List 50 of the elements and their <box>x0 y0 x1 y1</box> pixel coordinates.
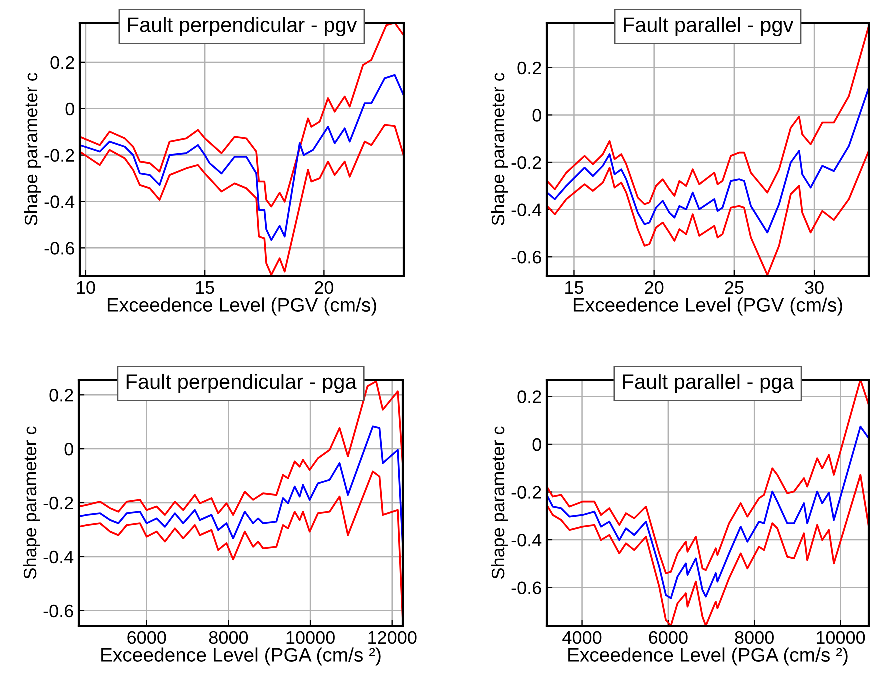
y-tick-label: -0.6 <box>512 582 542 595</box>
y-tick-label: 0 <box>64 442 74 456</box>
y-tick-label: -0.2 <box>44 496 74 510</box>
x-tick-label: 30 <box>805 281 824 294</box>
y-tick-label: 0.2 <box>50 389 74 402</box>
y-tick-label: -0.2 <box>512 486 542 499</box>
y-tick-label: 0 <box>66 102 74 116</box>
x-axis-title: Exceedence Level (PGA (cm/s ²) <box>568 648 848 666</box>
y-tick-label: 0.2 <box>518 390 542 404</box>
line-series <box>80 74 404 242</box>
x-axis-title: Exceedence Level (PGV (cm/s) <box>108 298 376 316</box>
y-tick-label: 0.2 <box>518 62 542 75</box>
y-tick-label: -0.6 <box>44 242 74 255</box>
y-axis-title: Shape parameter c <box>24 73 42 226</box>
x-tick-label: 10 <box>77 281 96 294</box>
y-axis-title: Shape parameter c <box>23 426 40 579</box>
x-tick-label: 12000 <box>368 631 417 644</box>
y-tick-label: -0.2 <box>44 149 74 162</box>
x-tick-label: 6000 <box>128 631 166 644</box>
chart-title: Fault parallel - pgv <box>624 17 794 37</box>
x-tick-label: 10000 <box>286 631 335 644</box>
chart-title: Fault perpendicular - pgv <box>128 17 358 37</box>
y-tick-label: -0.4 <box>512 204 542 217</box>
x-tick-label: 20 <box>315 281 334 294</box>
y-tick-label: -0.4 <box>512 534 542 547</box>
x-tick-label: 6000 <box>649 631 688 644</box>
x-tick-label: 15 <box>196 282 214 294</box>
chart-title: Fault perpendicular - pga <box>126 374 357 394</box>
line-series <box>547 426 869 600</box>
x-tick-label: 25 <box>725 281 744 294</box>
y-axis-title: Shape parameter c <box>491 426 508 579</box>
y-tick-label: -0.2 <box>512 156 542 170</box>
y-tick-label: 0 <box>532 109 542 122</box>
x-tick-label: 10000 <box>817 631 866 644</box>
y-axis-title: Shape parameter c <box>491 73 508 226</box>
x-axis-title: Exceedence Level (PGV (cm/s) <box>574 298 842 316</box>
x-tick-label: 4000 <box>562 631 602 644</box>
x-tick-label: 20 <box>645 281 664 294</box>
y-tick-label: -0.4 <box>44 196 75 208</box>
y-tick-label: 0.2 <box>50 56 74 70</box>
chart-title: Fault parallel - pga <box>623 374 794 394</box>
y-tick-label: -0.4 <box>44 550 74 564</box>
x-axis-title: Exceedence Level (PGA (cm/s ²) <box>102 648 381 666</box>
line-series <box>547 87 869 234</box>
y-tick-label: -0.6 <box>512 251 542 264</box>
x-tick-label: 15 <box>566 282 584 294</box>
x-tick-label: 8000 <box>209 631 248 644</box>
x-tick-label: 8000 <box>735 631 774 644</box>
y-tick-label: 0 <box>532 438 542 452</box>
y-tick-label: -0.6 <box>44 604 74 618</box>
